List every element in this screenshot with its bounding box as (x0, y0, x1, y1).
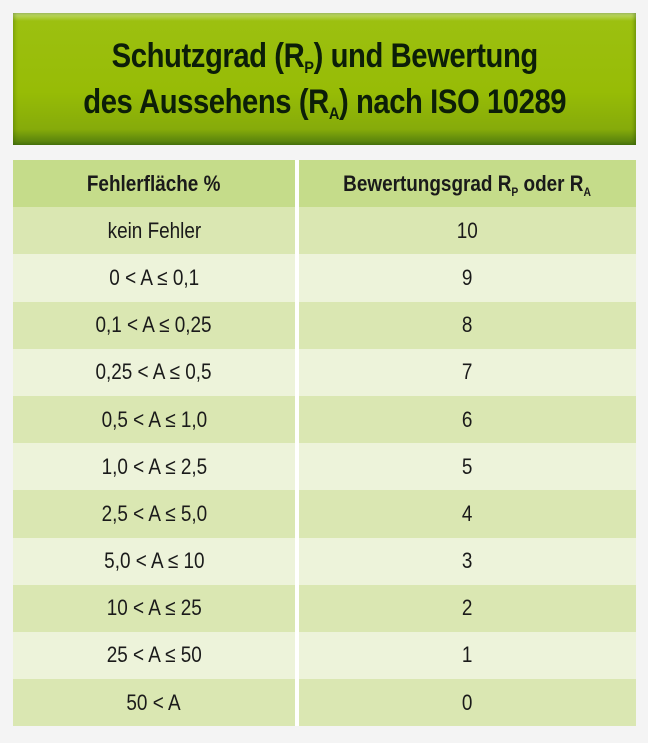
grade-cell: 2 (299, 584, 636, 632)
table-row: 10 < A ≤ 25 2 (13, 584, 636, 632)
table-row: 2,5 < A ≤ 5,0 4 (13, 490, 636, 538)
grade-cell: 9 (299, 254, 636, 302)
grade-cell: 7 (299, 348, 636, 396)
grade-cell: 4 (299, 490, 636, 538)
grade-cell: 3 (299, 537, 636, 585)
table-row: kein Fehler 10 (13, 207, 636, 255)
grade-cell: 8 (299, 301, 636, 349)
area-cell: 10 < A ≤ 25 (13, 584, 299, 632)
area-cell: kein Fehler (13, 207, 299, 255)
table-row: 0,25 < A ≤ 0,5 7 (13, 348, 636, 396)
grade-cell: 1 (299, 631, 636, 680)
table-row: 0,1 < A ≤ 0,25 8 (13, 301, 636, 349)
table-row: 0 < A ≤ 0,1 9 (13, 254, 636, 302)
grade-cell: 0 (299, 679, 636, 727)
area-cell: 2,5 < A ≤ 5,0 (13, 490, 299, 538)
title-line-2: des Aussehens (RA) nach ISO 10289 (83, 83, 566, 123)
area-cell: 0 < A ≤ 0,1 (13, 254, 299, 302)
area-cell: 0,1 < A ≤ 0,25 (13, 301, 299, 349)
table-row: 0,5 < A ≤ 1,0 6 (13, 395, 636, 444)
area-cell: 25 < A ≤ 50 (13, 631, 299, 680)
area-cell: 50 < A (13, 679, 299, 727)
table-row: 25 < A ≤ 50 1 (13, 631, 636, 680)
area-cell: 1,0 < A ≤ 2,5 (13, 443, 299, 491)
grade-cell: 5 (299, 443, 636, 491)
area-cell: 5,0 < A ≤ 10 (13, 537, 299, 585)
table-row: 5,0 < A ≤ 10 3 (13, 537, 636, 585)
title-line-1: Schutzgrad (RP) und Bewertung (111, 37, 538, 77)
title-banner: Schutzgrad (RP) und Bewertung des Ausseh… (13, 13, 636, 145)
grade-cell: 10 (299, 207, 636, 255)
grade-cell: 6 (299, 395, 636, 444)
area-cell: 0,5 < A ≤ 1,0 (13, 395, 299, 444)
rating-table: Fehlerfläche % Bewertungsgrad RP oder RA… (13, 160, 636, 727)
header-rating-grade: Bewertungsgrad RP oder RA (299, 160, 636, 208)
table-row: 1,0 < A ≤ 2,5 5 (13, 443, 636, 491)
table-header-row: Fehlerfläche % Bewertungsgrad RP oder RA (13, 160, 636, 208)
area-cell: 0,25 < A ≤ 0,5 (13, 348, 299, 396)
header-defect-area: Fehlerfläche % (13, 160, 299, 208)
